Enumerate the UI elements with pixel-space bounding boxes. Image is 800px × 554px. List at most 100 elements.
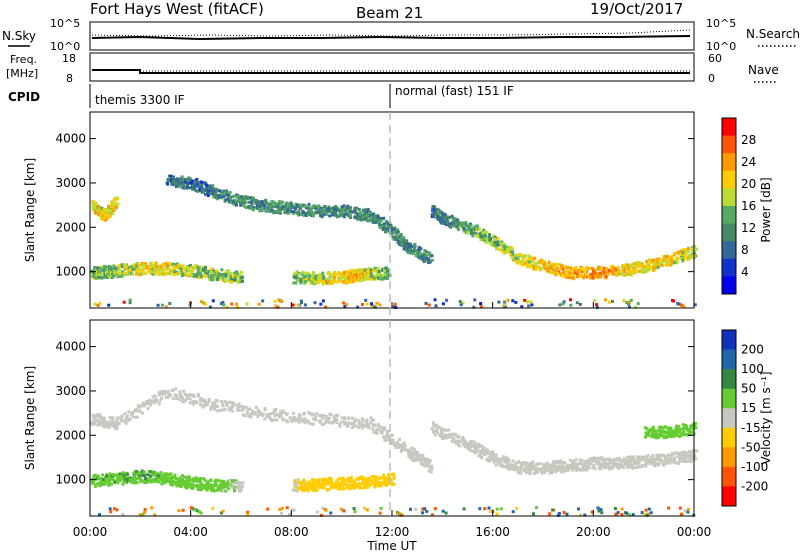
vel-cell-b1 — [175, 397, 179, 400]
vel-cell-b2 — [695, 449, 699, 453]
vel-cell-b2 — [683, 457, 687, 461]
vel-speckle — [614, 512, 618, 516]
vel-cell-b2 — [476, 443, 480, 447]
power-cell-b0 — [160, 270, 164, 273]
power-cell-b0 — [178, 270, 182, 274]
vel-cell-b2 — [491, 458, 495, 462]
power-cell-b1 — [205, 188, 209, 192]
vel-cell-b0 — [126, 475, 130, 478]
power-cell-b2 — [652, 261, 656, 265]
power-cell-b3 — [97, 213, 101, 217]
power-speckle — [569, 298, 572, 302]
power-cell-b2 — [503, 243, 507, 246]
vel-cell-b2 — [486, 452, 490, 456]
vel-speckle — [409, 507, 412, 511]
vel-cell-b1 — [133, 415, 137, 419]
vel-cell-b0 — [363, 477, 367, 481]
velocity-colorbar-label: Velocity [m s⁻¹] — [759, 371, 773, 464]
power-cell-b2 — [559, 272, 563, 276]
vel-cell-b0 — [324, 477, 328, 481]
power-cell-b1 — [198, 187, 202, 191]
power-cell-b2 — [550, 266, 554, 270]
vel-cell-b1 — [343, 416, 347, 420]
power-cell-b2 — [469, 223, 473, 227]
vel-cell-b1 — [261, 412, 265, 416]
power-cell-b0 — [353, 279, 357, 283]
vel-cell-b0 — [295, 485, 298, 489]
colorbar-frame — [721, 117, 737, 295]
colorbar-tick-label: 200 — [741, 343, 764, 357]
power-cell-b2 — [574, 266, 578, 270]
power-cell-b1 — [183, 177, 187, 181]
power-cell-b0 — [332, 280, 336, 283]
vel-cell-b0 — [373, 482, 377, 486]
vel-cell-b1 — [382, 426, 386, 430]
power-cell-b1 — [423, 254, 427, 258]
vel-cell-b0 — [133, 481, 137, 485]
vel-cell-b0 — [354, 484, 358, 488]
power-cell-b0 — [312, 271, 315, 275]
power-cell-b3 — [103, 216, 107, 220]
power-cell-b2 — [441, 221, 445, 225]
vel-cell-b1 — [131, 411, 135, 414]
vel-cell-b2 — [652, 458, 655, 462]
power-cell-b2 — [564, 265, 568, 269]
vel-cell-b0 — [185, 479, 189, 483]
vel-cell-b0 — [387, 482, 390, 485]
vel-cell-b0 — [309, 485, 313, 489]
vel-speckle — [600, 511, 604, 515]
power-cell-b2 — [555, 268, 559, 272]
power-cell-b2 — [623, 269, 626, 273]
x-tick-label: 20:00 — [576, 525, 611, 539]
power-cell-b0 — [182, 268, 186, 272]
power-speckle — [364, 298, 368, 302]
power-speckle — [360, 303, 364, 306]
power-cell-b0 — [229, 271, 233, 275]
power-cell-b0 — [311, 274, 315, 278]
power-speckle — [211, 299, 215, 303]
power-cell-b0 — [172, 262, 175, 266]
vel-speckle — [352, 507, 356, 510]
power-cell-b0 — [316, 276, 320, 280]
power-cell-b3 — [110, 201, 114, 205]
vel-cell-b1 — [201, 405, 205, 409]
vel-cell-b1 — [357, 425, 361, 429]
power-cell-b1 — [417, 248, 421, 252]
vel-speckle — [583, 513, 587, 517]
vel-cell-b0 — [129, 478, 133, 481]
vel-speckle — [339, 507, 343, 511]
vel-cell-b1 — [407, 454, 411, 458]
vel-cell-b2 — [467, 442, 470, 446]
colorbar-tick-label: -100 — [741, 460, 768, 474]
power-cell-b1 — [384, 230, 388, 234]
power-cell-b2 — [479, 238, 483, 241]
vel-cell-b0 — [189, 486, 193, 490]
power-cell-b1 — [187, 179, 191, 183]
vel-cell-b0 — [131, 479, 135, 483]
power-cell-b1 — [415, 249, 419, 253]
vel-cell-b0 — [349, 476, 353, 480]
vel-cell-b0 — [131, 477, 135, 481]
vel-cell-b2 — [599, 458, 603, 461]
power-cell-b2 — [563, 274, 566, 278]
vel-cell-b1 — [96, 413, 100, 417]
power-cell-b0 — [339, 276, 343, 280]
power-cell-b1 — [407, 251, 411, 255]
power-cell-b2 — [642, 271, 646, 275]
power-cell-b0 — [94, 266, 98, 270]
vel-cell-b1 — [361, 424, 365, 428]
vel-speckle — [647, 507, 651, 511]
power-cell-b2 — [464, 223, 468, 226]
vel-cell-b0 — [221, 485, 225, 489]
vel-cell-b2 — [494, 453, 498, 457]
power-cell-b2 — [555, 272, 559, 276]
power-cell-b1 — [214, 192, 218, 196]
power-cell-b0 — [158, 265, 162, 269]
vel-cell-b1 — [320, 416, 324, 420]
vel-cell-b2 — [640, 464, 644, 468]
vel-cell-b1 — [361, 417, 365, 421]
vel-cell-b0 — [169, 482, 173, 486]
vel-cell-b3 — [673, 432, 676, 436]
power-cell-b0 — [172, 272, 176, 276]
vel-cell-b2 — [613, 457, 617, 461]
